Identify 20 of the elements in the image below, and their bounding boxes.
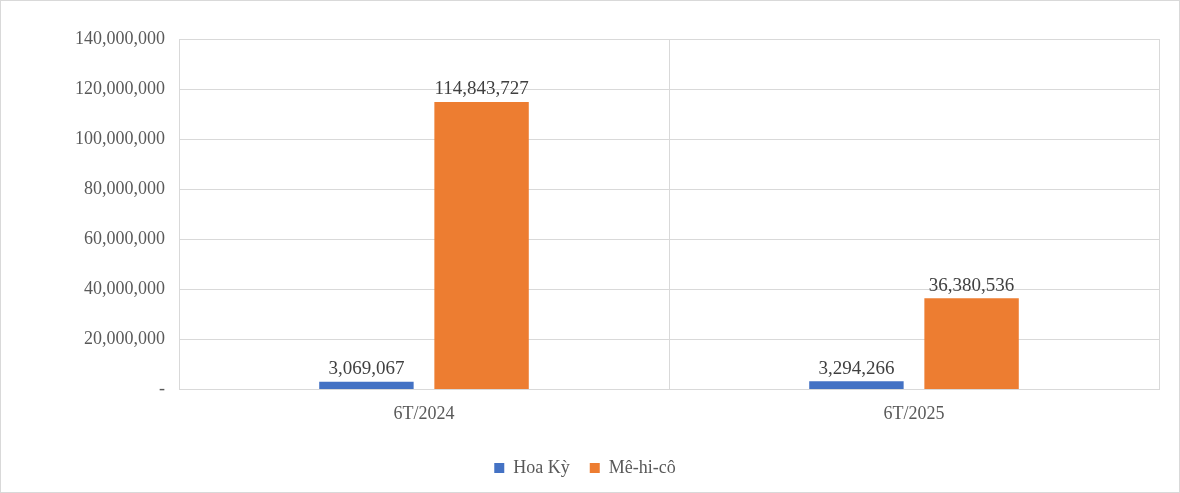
data-label: 36,380,536 <box>928 273 1015 295</box>
y-tick-label: - <box>159 378 165 399</box>
y-tick-label: 100,000,000 <box>75 127 165 148</box>
data-label: 3,069,067 <box>328 357 405 379</box>
bar <box>924 298 1019 389</box>
y-tick-label: 140,000,000 <box>75 27 165 48</box>
bar <box>319 381 414 389</box>
y-tick-label: 120,000,000 <box>75 77 165 98</box>
data-label: 3,294,266 <box>818 356 895 378</box>
x-tick-label: 6T/2024 <box>393 402 455 423</box>
legend-label: Hoa Kỳ <box>513 456 570 477</box>
y-tick-label: 60,000,000 <box>84 227 165 248</box>
x-tick-label: 6T/2025 <box>883 402 945 423</box>
y-tick-label: 40,000,000 <box>84 278 165 299</box>
y-tick-label: 20,000,000 <box>84 328 165 349</box>
bar <box>434 101 529 389</box>
data-label: 114,843,727 <box>434 77 529 99</box>
legend-label: Mê-hi-cô <box>608 456 676 477</box>
y-tick-label: 80,000,000 <box>84 177 165 198</box>
bar <box>809 381 904 389</box>
